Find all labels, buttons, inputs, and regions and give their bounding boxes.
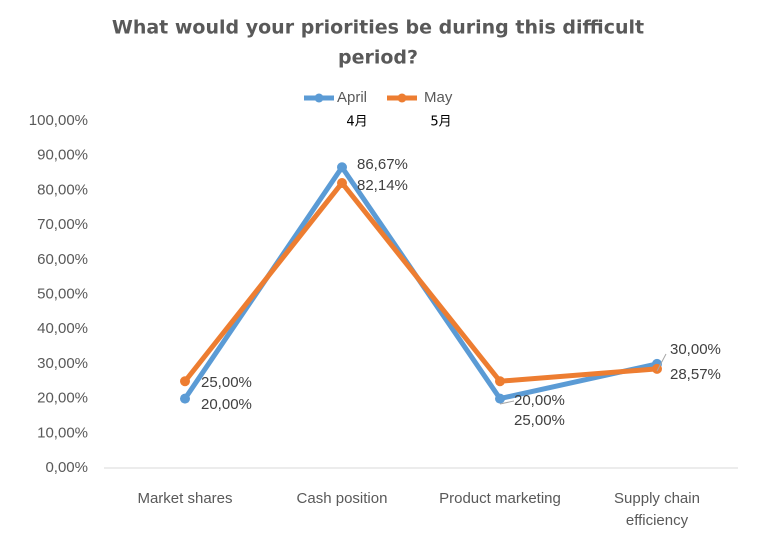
data-point-april — [180, 393, 190, 404]
x-category-label: Supply chain — [614, 490, 700, 507]
y-tick-label: 80,00% — [37, 181, 88, 198]
x-category-label: Market shares — [137, 490, 232, 507]
y-tick-label: 0,00% — [45, 459, 88, 476]
y-tick-label: 60,00% — [37, 251, 88, 268]
legend-label-may: May — [424, 89, 453, 106]
legend-label-april: April — [337, 89, 367, 106]
data-series — [180, 162, 662, 404]
leader-line — [499, 400, 515, 405]
data-point-april — [337, 162, 347, 173]
data-label-may: 25,00% — [201, 374, 252, 391]
y-tick-label: 40,00% — [37, 320, 88, 337]
data-label-april: 86,67% — [357, 156, 408, 173]
y-tick-label: 10,00% — [37, 424, 88, 441]
legend-marker-may — [397, 93, 407, 103]
data-labels: 20,00% 86,67% 20,00% 30,00% 25,00% 82,14% 25,0… — [201, 156, 721, 429]
y-tick-label: 30,00% — [37, 355, 88, 372]
y-tick-label: 90,00% — [37, 147, 88, 164]
x-category-label: efficiency — [626, 512, 689, 529]
data-point-may — [495, 376, 505, 387]
y-tick-label: 100,00% — [29, 112, 88, 129]
y-tick-label: 70,00% — [37, 216, 88, 233]
chart-title: What would your priorities be during thi… — [112, 17, 644, 69]
data-point-may — [337, 177, 347, 188]
legend-sublabel-april: 4月 — [346, 115, 367, 130]
legend-sublabel-may: 5月 — [430, 115, 451, 130]
y-tick-label: 50,00% — [37, 285, 88, 302]
data-point-april — [495, 393, 505, 404]
x-axis: Market shares Cash position Product market… — [104, 467, 738, 529]
data-label-may: 82,14% — [357, 177, 408, 194]
y-tick-label: 20,00% — [37, 390, 88, 407]
chart-legend: April 4月 May 5月 — [304, 89, 453, 130]
legend-marker-april — [314, 93, 324, 103]
data-label-may: 25,00% — [514, 412, 565, 429]
data-point-may — [180, 376, 190, 387]
data-label-may: 28,57% — [670, 366, 721, 383]
x-category-label: Product marketing — [439, 490, 561, 507]
chart-title-line: What would your priorities be during thi… — [112, 17, 644, 39]
leader-line — [656, 353, 667, 372]
data-label-april: 20,00% — [201, 396, 252, 413]
series-line-may — [182, 180, 660, 384]
chart-title-line: period? — [338, 47, 418, 69]
y-axis: 0,00% 10,00% 20,00% 30,00% 40,00% 50,00% 60,00… — [29, 112, 88, 476]
data-label-april: 20,00% — [514, 392, 565, 409]
data-label-april: 30,00% — [670, 341, 721, 358]
x-category-label: Cash position — [297, 490, 388, 507]
